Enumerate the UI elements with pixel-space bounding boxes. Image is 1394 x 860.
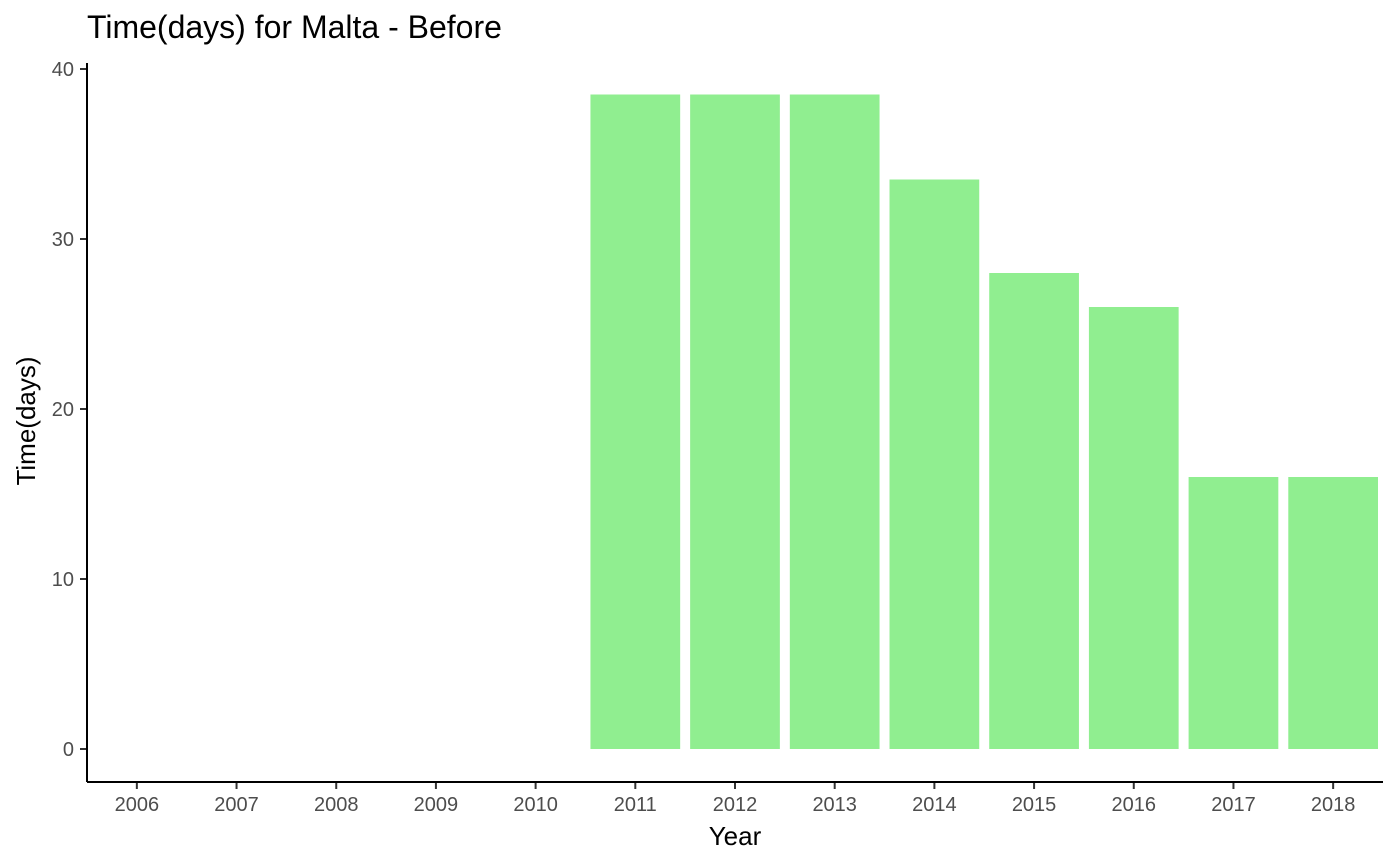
x-tick-label-2010: 2010: [513, 794, 558, 816]
y-tick-label: 10: [52, 569, 74, 591]
x-tick-label-2011: 2011: [614, 794, 657, 816]
x-tick-label-2014: 2014: [912, 794, 957, 816]
x-tick-label-2016: 2016: [1112, 794, 1157, 816]
x-tick-label-2013: 2013: [812, 794, 857, 816]
bar-2016: [1088, 307, 1179, 749]
x-tick-label-2015: 2015: [1012, 794, 1057, 816]
x-axis-ticks: 2006 2007 2008 2009 2010 2011 2012 2013 2014 2015…: [115, 782, 1356, 816]
x-tick-label-2018: 2018: [1311, 794, 1356, 816]
bar-2015: [989, 273, 1079, 749]
bar-2014: [889, 179, 980, 749]
bar-2011: [590, 94, 681, 749]
y-tick-label: 0: [63, 739, 74, 761]
x-tick-label-2007: 2007: [214, 794, 259, 816]
y-tick-label: 40: [52, 59, 74, 81]
y-tick-label: 20: [52, 399, 74, 421]
x-tick-label-2006: 2006: [115, 794, 160, 816]
x-tick-label-2012: 2012: [713, 794, 758, 816]
y-tick-label: 30: [52, 229, 74, 251]
bar-2012: [690, 94, 780, 749]
bar-2013: [789, 94, 880, 749]
chart-title: Time(days) for Malta - Before: [87, 9, 502, 45]
x-axis-title: Year: [709, 821, 762, 851]
x-tick-label-2009: 2009: [414, 794, 459, 816]
y-axis-ticks: 0 10 20 30 40: [52, 59, 87, 761]
bar-2017: [1188, 477, 1279, 749]
y-axis-title: Time(days): [11, 356, 41, 485]
bar-2018: [1288, 477, 1379, 749]
x-tick-label-2008: 2008: [314, 794, 359, 816]
x-tick-label-2017: 2017: [1211, 794, 1256, 816]
bars: [590, 94, 1379, 749]
